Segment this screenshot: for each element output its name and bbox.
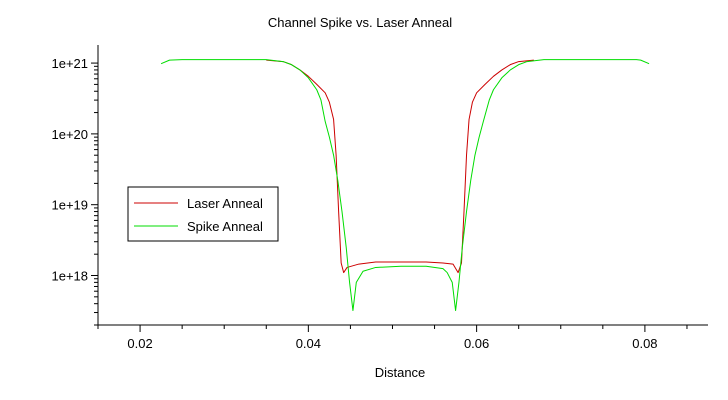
y-tick-label: 1e+20: [51, 127, 88, 142]
x-tick-label: 0.02: [127, 336, 152, 351]
series-line-2: [160, 59, 650, 312]
x-axis: 0.02 0.04 0.06 0.08: [97, 325, 688, 351]
legend: Laser Anneal Spike Anneal: [127, 186, 279, 242]
legend-label-1: Laser Anneal: [187, 196, 263, 211]
series-layer: [160, 59, 650, 312]
legend-box: [127, 186, 279, 242]
x-axis-label: Distance: [375, 365, 426, 380]
x-tick-label: 0.04: [296, 336, 321, 351]
y-tick-label: 1e+21: [51, 56, 88, 71]
series-line-1: [266, 59, 534, 274]
plot-area: [97, 45, 708, 326]
chart-title: Channel Spike vs. Laser Anneal: [268, 15, 452, 30]
y-tick-label: 1e+18: [51, 269, 88, 284]
x-tick-label: 0.06: [464, 336, 489, 351]
y-tick-label: 1e+19: [51, 198, 88, 213]
x-tick-label: 0.08: [632, 336, 657, 351]
y-axis: 1e+18 1e+19 1e+20 1e+21: [51, 56, 98, 326]
legend-label-2: Spike Anneal: [187, 219, 263, 234]
